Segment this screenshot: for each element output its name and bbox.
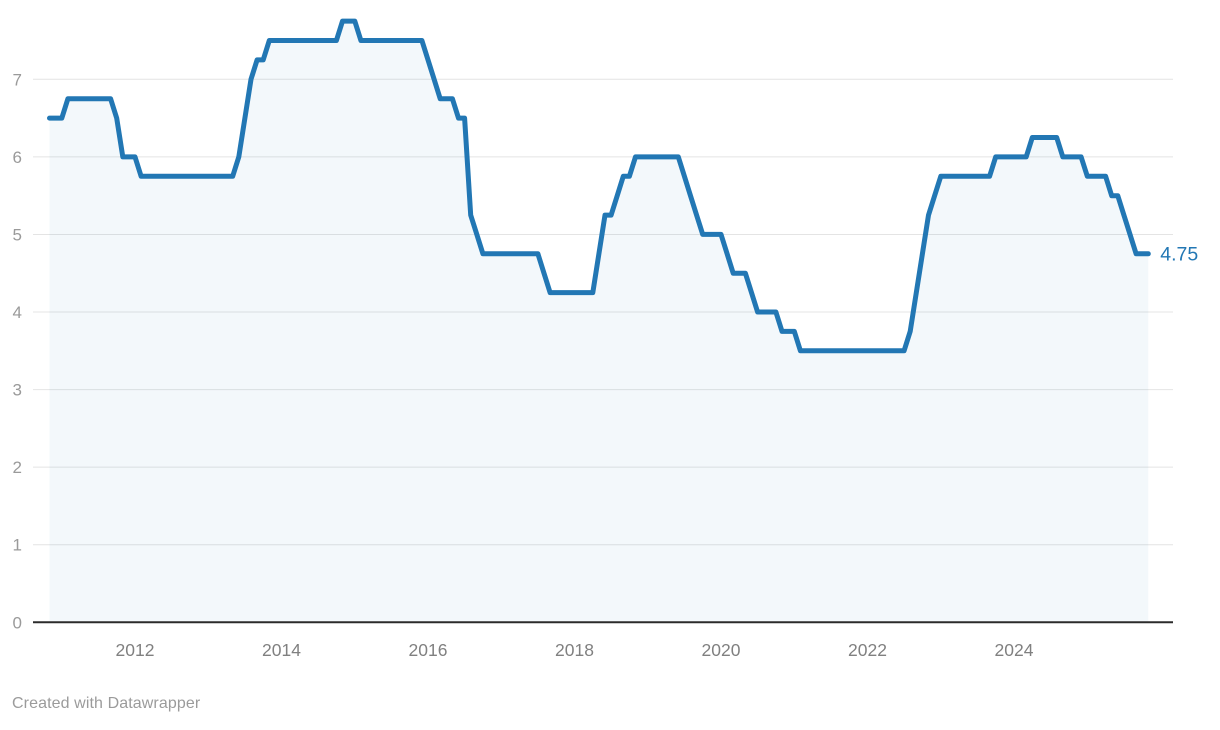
x-axis-tick-label: 2016 — [409, 640, 448, 660]
x-axis-tick-label: 2014 — [262, 640, 301, 660]
y-axis-tick-label: 2 — [13, 458, 22, 477]
y-axis-tick-label: 5 — [13, 225, 22, 244]
rate-area-fill — [49, 21, 1149, 622]
attribution-text: Created with Datawrapper — [12, 695, 201, 712]
y-axis-tick-label: 7 — [13, 70, 22, 89]
x-axis-tick-label: 2012 — [116, 640, 155, 660]
x-axis-tick-label: 2018 — [555, 640, 594, 660]
x-axis-tick-label: 2022 — [848, 640, 887, 660]
y-axis-tick-label: 1 — [13, 536, 22, 555]
y-axis-tick-label: 4 — [13, 303, 22, 322]
rate-line — [47, 18, 1151, 354]
x-axis-tick-label: 2024 — [995, 640, 1034, 660]
x-axis-tick-label: 2020 — [702, 640, 741, 660]
y-axis-tick-label: 3 — [13, 381, 22, 400]
end-value-label: 4.75 — [1160, 243, 1198, 265]
y-axis-tick-label: 0 — [13, 613, 22, 632]
y-axis-tick-label: 6 — [13, 148, 22, 167]
